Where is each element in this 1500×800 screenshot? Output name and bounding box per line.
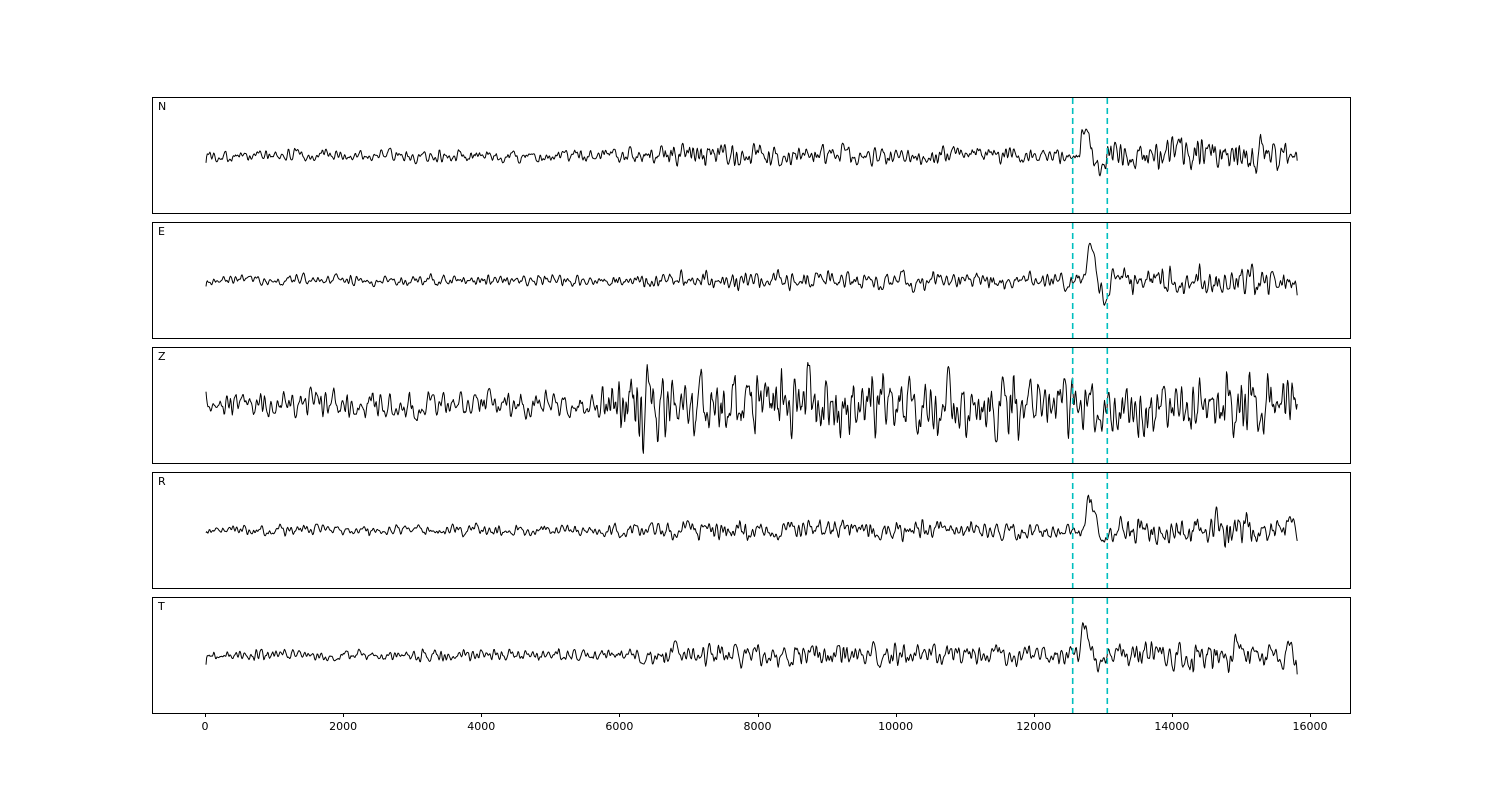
waveform-panel-N: N (152, 97, 1351, 214)
x-tick-label: 0 (201, 720, 209, 733)
x-tick-mark (1310, 713, 1311, 717)
waveform-trace (205, 622, 1298, 675)
panel-label: E (158, 225, 165, 238)
x-tick-label: 2000 (329, 720, 358, 733)
panel-label: R (158, 475, 166, 488)
x-tick-mark (757, 713, 759, 717)
waveform-canvas (205, 473, 1298, 588)
x-tick-label: 16000 (1292, 720, 1328, 733)
x-tick-label: 8000 (743, 720, 772, 733)
waveform-canvas (205, 598, 1298, 713)
waveform-panel-T: T (152, 597, 1351, 714)
x-tick-label: 4000 (467, 720, 496, 733)
panel-label: Z (158, 350, 166, 363)
panel-label: T (158, 600, 165, 613)
x-tick-label: 12000 (1016, 720, 1052, 733)
x-tick-mark (619, 713, 621, 717)
waveform-canvas (205, 223, 1298, 338)
x-tick-label: 6000 (605, 720, 634, 733)
waveform-trace (205, 362, 1298, 454)
x-tick-mark (1171, 713, 1173, 717)
waveform-trace (205, 128, 1298, 177)
x-tick-label: 10000 (878, 720, 914, 733)
waveform-panel-R: R (152, 472, 1351, 589)
x-tick-mark (895, 713, 897, 717)
waveform-canvas (205, 98, 1298, 213)
waveform-trace (205, 242, 1298, 306)
panel-label: N (158, 100, 167, 113)
x-tick-mark (205, 713, 206, 717)
waveform-trace (205, 494, 1298, 548)
waveform-canvas (205, 348, 1298, 463)
x-tick-mark (1033, 713, 1035, 717)
x-tick-mark (343, 713, 345, 717)
x-tick-mark (481, 713, 483, 717)
x-tick-label: 14000 (1154, 720, 1190, 733)
waveform-panel-E: E (152, 222, 1351, 339)
waveform-panel-Z: Z (152, 347, 1351, 464)
